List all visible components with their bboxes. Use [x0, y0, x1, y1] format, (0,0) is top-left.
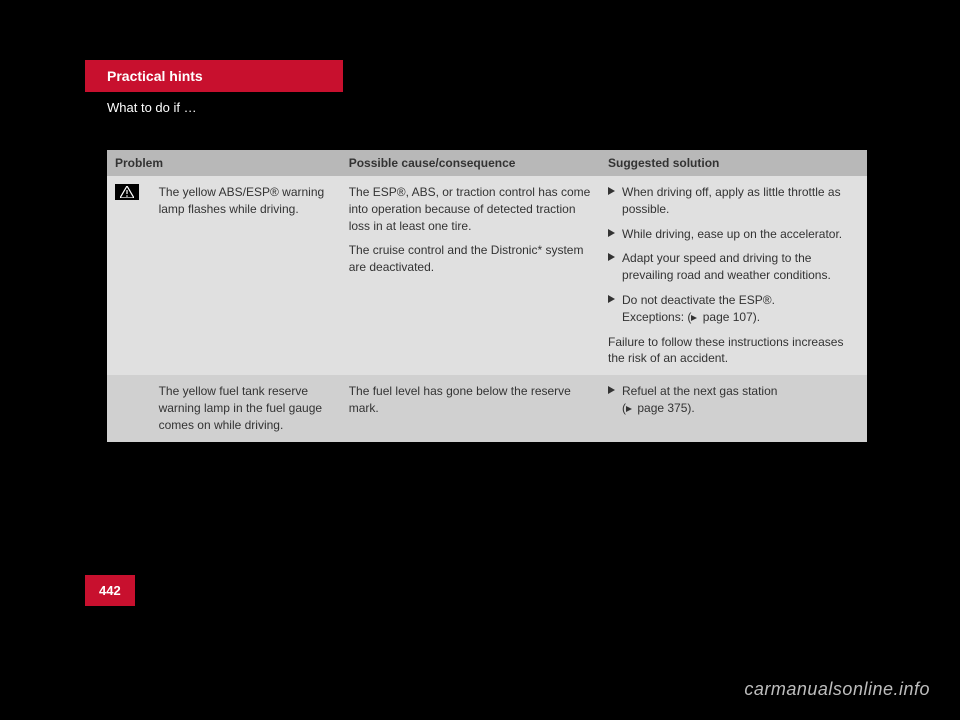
warning-icon-cell: [107, 375, 151, 441]
cause-text: The ESP®, ABS, or traction control has c…: [341, 176, 600, 375]
warning-icon-cell: [107, 176, 151, 375]
troubleshooting-table: Problem Possible cause/consequence Sugge…: [107, 150, 867, 442]
solution-item: Refuel at the next gas station ( page 37…: [608, 383, 859, 417]
solution-text: When driving off, apply as little thrott…: [600, 176, 867, 375]
col-problem: Problem: [107, 150, 341, 176]
exceptions-prefix: Exceptions: (: [622, 310, 691, 324]
solution-item: Do not deactivate the ESP®. Exceptions: …: [608, 292, 859, 326]
table-row: The yellow ABS/ESP® warning lamp flashes…: [107, 176, 867, 375]
solution-footer: Failure to follow these instructions inc…: [608, 334, 859, 368]
solution-item-text: Do not deactivate the ESP®.: [622, 293, 775, 307]
cause-paragraph: The ESP®, ABS, or traction control has c…: [349, 184, 592, 234]
page-ref: page 375).: [634, 401, 695, 415]
col-cause: Possible cause/consequence: [341, 150, 600, 176]
problem-text: The yellow fuel tank reserve warning lam…: [151, 375, 341, 441]
col-solution: Suggested solution: [600, 150, 867, 176]
watermark: carmanualsonline.info: [744, 679, 930, 700]
exceptions-page: page 107).: [699, 310, 760, 324]
solution-item: While driving, ease up on the accelerato…: [608, 226, 859, 243]
page-ref-icon: [691, 315, 697, 321]
cause-paragraph: The fuel level has gone below the reserv…: [349, 383, 592, 417]
table-header-row: Problem Possible cause/consequence Sugge…: [107, 150, 867, 176]
page-number: 442: [85, 575, 135, 606]
solution-item: Adapt your speed and driving to the prev…: [608, 250, 859, 284]
warning-triangle-icon: [115, 184, 139, 200]
cause-paragraph: The cruise control and the Distronic* sy…: [349, 242, 592, 276]
problem-text: The yellow ABS/ESP® warning lamp flashes…: [151, 176, 341, 375]
solution-text: Refuel at the next gas station ( page 37…: [600, 375, 867, 441]
solution-item: When driving off, apply as little thrott…: [608, 184, 859, 218]
section-subtitle: What to do if …: [107, 100, 197, 115]
table-row: The yellow fuel tank reserve warning lam…: [107, 375, 867, 441]
cause-text: The fuel level has gone below the reserv…: [341, 375, 600, 441]
section-tab: Practical hints: [85, 60, 343, 92]
solution-item-text: Refuel at the next gas station: [622, 384, 777, 398]
page-ref-icon: [626, 406, 632, 412]
